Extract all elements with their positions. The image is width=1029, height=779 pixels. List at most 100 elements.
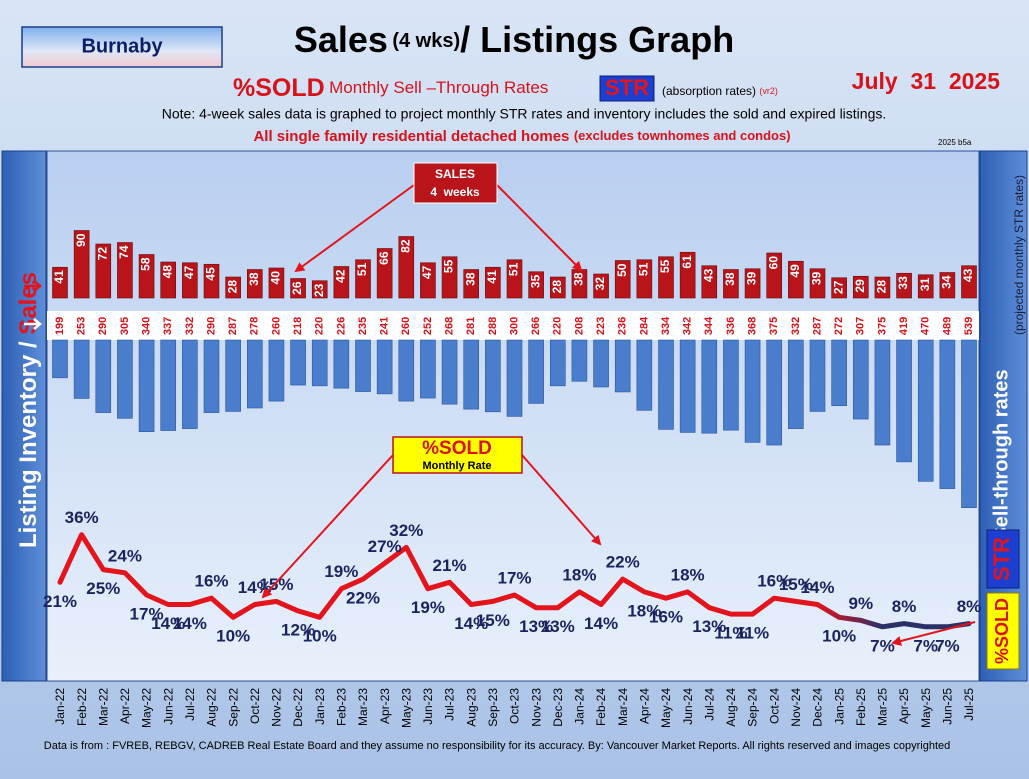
inventory-bar	[52, 339, 68, 379]
sold-label: 10%	[216, 627, 250, 646]
sold-label: 7%	[913, 636, 938, 655]
x-tick-label: Mar-23	[356, 688, 370, 726]
inventory-bar	[788, 339, 804, 429]
sales-label: 38	[572, 272, 586, 286]
inventory-label: 337	[162, 317, 174, 335]
sales-label: 31	[918, 277, 932, 291]
x-tick-label: Apr-25	[897, 688, 911, 724]
sales-bar	[701, 265, 718, 299]
inventory-bar	[593, 339, 609, 388]
sold-label: 22%	[606, 553, 640, 572]
sales-bar	[528, 271, 544, 299]
sold-label: 11%	[736, 624, 769, 643]
right-projected: (projected monthly STR rates)	[1012, 175, 1026, 335]
inventory-label: 223	[595, 317, 607, 335]
sales-label: 49	[788, 264, 802, 278]
inventory-bar	[636, 339, 653, 411]
x-tick-label: May-25	[919, 688, 933, 728]
callout-arrow	[261, 454, 394, 599]
right-str-badge	[986, 529, 1020, 589]
inventory-label: 342	[682, 317, 694, 335]
sales-label: 60	[766, 256, 780, 270]
left-panel	[1, 150, 47, 682]
sold-callout-sub: Monthly Rate	[422, 460, 491, 472]
inventory-label: 266	[530, 317, 542, 335]
inventory-pointer	[24, 318, 42, 330]
sales-label: 47	[420, 265, 434, 279]
x-tick-label: Mar-22	[96, 688, 110, 726]
inventory-label: 208	[573, 317, 585, 335]
inventory-label: 334	[660, 316, 672, 335]
inventory-label: 235	[357, 317, 369, 335]
x-tick-label: Feb-25	[854, 688, 868, 726]
sales-bar	[182, 262, 198, 299]
sales-bar	[73, 230, 90, 299]
left-inventory: Listing Inventory /	[15, 335, 42, 548]
sold-label: 14%	[173, 614, 207, 633]
inventory-bar	[506, 339, 523, 417]
sales-bar	[376, 248, 393, 299]
version: (vr2)	[759, 86, 778, 96]
sales-bar	[896, 272, 912, 299]
x-tick-label: Jun-25	[941, 688, 955, 725]
inventory-label: 336	[725, 317, 737, 335]
inventory-label: 241	[379, 317, 391, 335]
x-tick-label: Mar-24	[616, 688, 630, 726]
absorption: (absorption rates)	[662, 84, 756, 98]
inventory-label: 290	[97, 317, 109, 335]
inventory-bar	[723, 339, 739, 431]
sold-label: 7%	[870, 636, 895, 655]
sold-label: 16%	[649, 608, 683, 627]
sold-label: 13%	[692, 617, 726, 636]
inventory-bar	[571, 339, 588, 382]
sold-label: 24%	[108, 546, 142, 565]
sales-label: 38	[723, 272, 737, 286]
x-tick-label: Oct-24	[767, 688, 781, 724]
sales-label: 28	[875, 280, 889, 294]
sales-label: 41	[485, 270, 499, 284]
title-rest: / Listings Graph	[460, 19, 734, 60]
sales-label: 40	[269, 271, 283, 285]
sold-label: 15%	[259, 575, 293, 594]
sales-label: 28	[550, 280, 564, 294]
sold-label: 17%	[130, 605, 164, 624]
x-tick-label: Oct-23	[508, 688, 522, 724]
inventory-label: 268	[443, 317, 455, 335]
sales-bar	[268, 267, 285, 299]
sales-bar	[658, 256, 674, 299]
sold-label: 14%	[151, 614, 185, 633]
sales-bar	[52, 266, 68, 299]
inventory-bar	[896, 339, 912, 463]
x-tick-label: Apr-23	[378, 688, 392, 724]
inventory-bar	[485, 339, 501, 413]
inventory-bar	[917, 339, 934, 482]
inventory-label: 253	[76, 317, 88, 335]
sales-label: 26	[290, 281, 304, 295]
sales-bar	[593, 273, 609, 299]
x-tick-label: Aug-24	[724, 688, 738, 727]
x-tick-label: Mar-25	[876, 688, 890, 726]
inventory-label: 489	[941, 317, 953, 335]
sales-label: 55	[658, 259, 672, 273]
sales-bar	[788, 260, 804, 299]
x-tick-label: Jan-22	[53, 688, 67, 725]
inventory-label: 220	[552, 317, 564, 335]
inventory-bar	[874, 339, 891, 446]
inventory-label: 368	[746, 317, 758, 335]
sales-label: 35	[528, 274, 542, 288]
x-tick-label: Sep-22	[226, 688, 240, 727]
x-tick-label: Aug-23	[464, 688, 478, 727]
x-tick-label: Jul-25	[962, 688, 976, 721]
sales-bar	[874, 276, 891, 299]
build: 2025 b5a	[938, 138, 972, 147]
sales-label: 72	[95, 247, 109, 261]
sales-label: 28	[225, 280, 239, 294]
inventory-label: 287	[227, 317, 239, 335]
sold-label: 27%	[368, 537, 402, 556]
sales-label: 34	[940, 275, 954, 289]
subtitle-absorption: (absorption rates) (vr2)	[662, 84, 778, 98]
sales-callout-sub: 4 weeks	[430, 185, 480, 199]
x-tick-label: Nov-22	[270, 688, 284, 727]
x-tick-label: Feb-22	[75, 688, 89, 726]
callout-arrow	[521, 454, 602, 546]
